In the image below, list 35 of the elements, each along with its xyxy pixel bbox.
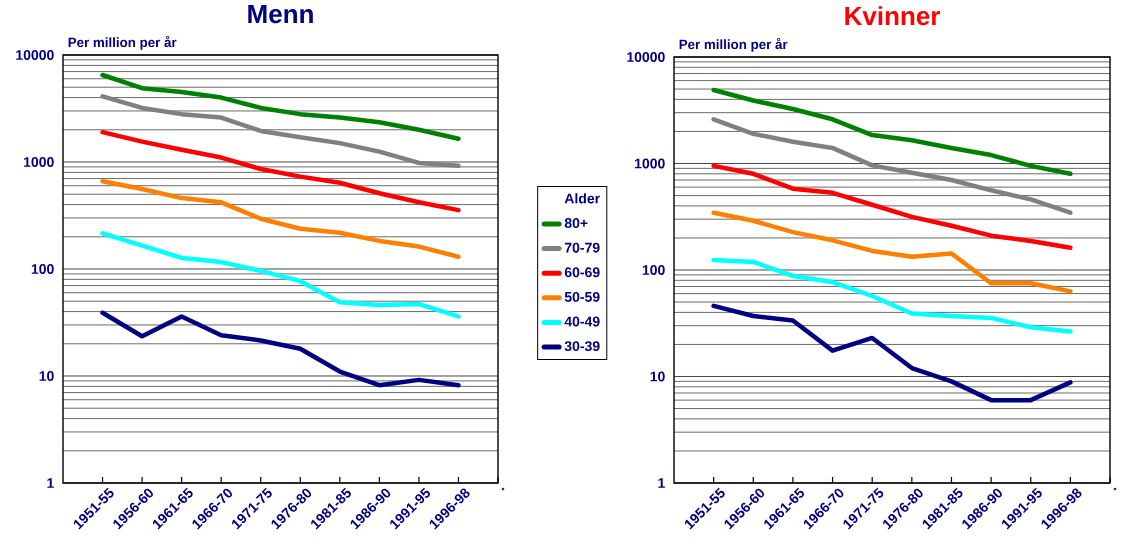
legend-title: Alder bbox=[564, 193, 600, 204]
y-tick-label: 10 bbox=[650, 371, 665, 382]
y-tick-label: 10000 bbox=[627, 52, 665, 62]
y-tick-label: 1 bbox=[658, 478, 665, 488]
line-series bbox=[711, 303, 1073, 403]
line-series bbox=[100, 94, 461, 169]
legend-label: 40-49 bbox=[564, 316, 600, 327]
legend-label: 50-59 bbox=[564, 291, 600, 302]
legend-label: 30-39 bbox=[564, 341, 600, 352]
line-series bbox=[100, 129, 461, 213]
legend-label: 70-79 bbox=[564, 242, 600, 253]
y-tick-label: 10000 bbox=[16, 50, 54, 60]
chart-title: Kvinner bbox=[845, 6, 941, 26]
y-tick-label: 100 bbox=[642, 265, 665, 275]
line-series bbox=[711, 117, 1073, 215]
line-series bbox=[100, 179, 461, 260]
y-tick-label: 10 bbox=[39, 371, 54, 381]
chart-title: Menn bbox=[248, 5, 313, 24]
legend-label: 60-69 bbox=[564, 267, 600, 278]
line-series bbox=[100, 231, 461, 319]
line-series bbox=[711, 163, 1073, 250]
line-series bbox=[711, 210, 1073, 294]
line-series bbox=[711, 257, 1073, 334]
line-series bbox=[100, 310, 461, 388]
y-axis-title: Per million per år bbox=[679, 38, 788, 52]
x-tick-label: . bbox=[1113, 487, 1117, 491]
x-tick-label: . bbox=[501, 487, 505, 491]
y-tick-label: 100 bbox=[31, 264, 54, 274]
y-tick-label: 1 bbox=[47, 478, 54, 488]
y-axis-title: Per million per år bbox=[68, 36, 177, 50]
y-tick-label: 1000 bbox=[635, 158, 665, 169]
line-series bbox=[100, 72, 461, 141]
line-series bbox=[711, 87, 1073, 177]
y-tick-label: 1000 bbox=[24, 157, 54, 167]
legend-label: 80+ bbox=[564, 218, 588, 229]
